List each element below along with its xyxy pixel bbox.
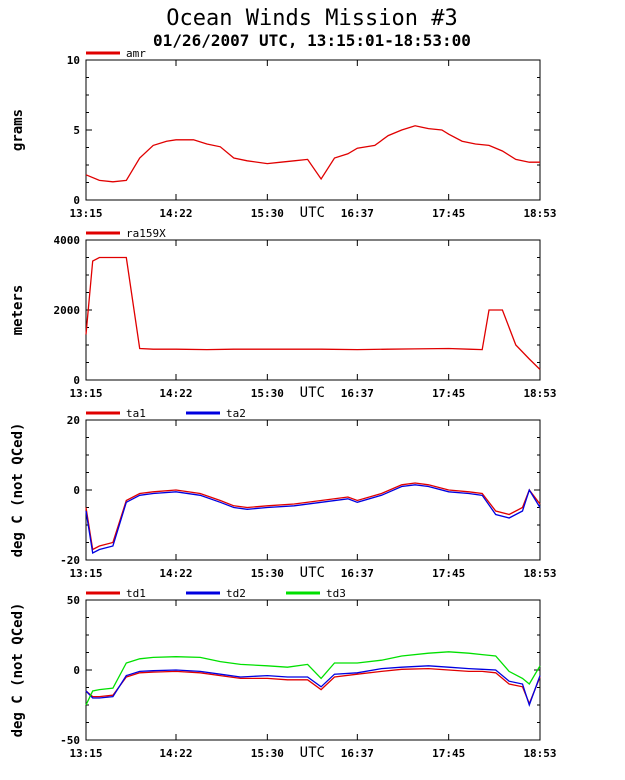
legend-label-td1: td1: [126, 587, 146, 600]
x-tick-label: 18:53: [523, 207, 556, 220]
x-tick-label: 16:37: [341, 567, 374, 580]
x-tick-label: 13:15: [69, 387, 102, 400]
y-tick-label: 4000: [54, 234, 81, 247]
plot-frame: [85, 59, 541, 201]
y-tick-label: 5: [73, 124, 80, 137]
x-tick-label: 15:30: [251, 207, 284, 220]
y-tick-label: 20: [67, 414, 80, 427]
x-axis-label: UTC: [300, 745, 325, 761]
legend-label-amr: amr: [126, 47, 146, 60]
plot-frame: [85, 419, 541, 561]
chart-title: Ocean Winds Mission #3: [166, 6, 457, 31]
y-tick-label: 2000: [54, 304, 81, 317]
y-axis-label: deg C (not QCed): [10, 423, 26, 558]
series-line-ta1: [85, 482, 541, 551]
y-tick-label: -50: [60, 734, 80, 747]
x-tick-label: 13:15: [69, 567, 102, 580]
series-line-ra159X: [85, 256, 541, 370]
series-line-amr: [85, 125, 540, 183]
x-tick-label: 13:15: [69, 747, 102, 760]
chart-panels: 0 5 10 13:15 14:22 15:30 16:37 17:45 18:53 UTC gra…: [10, 47, 557, 761]
chart-panel-3: -20 0 20 13:15 14:22 15:30 16:37 17:45 18:53 UTC d…: [10, 407, 557, 581]
chart-panel-1: 0 5 10 13:15 14:22 15:30 16:37 17:45 18:53 UTC gra…: [10, 47, 557, 221]
x-tick-label: 17:45: [432, 567, 465, 580]
series-line-ta2: [85, 484, 541, 554]
y-tick-label: 0: [73, 484, 80, 497]
x-tick-label: 14:22: [159, 207, 192, 220]
chart-panel-2: 0 2000 4000 13:15 14:22 15:30 16:37 17:45 18:53 U…: [10, 227, 557, 401]
x-tick-label: 16:37: [341, 387, 374, 400]
plot-frame: [85, 239, 541, 381]
x-axis-label: UTC: [300, 565, 325, 581]
chart-panel-4: -50 0 50 13:15 14:22 15:30 16:37 17:45 18:53 UTC d…: [10, 587, 557, 761]
x-tick-label: 17:45: [432, 387, 465, 400]
legend-label-ta2: ta2: [226, 407, 246, 420]
legend-label-ra159X: ra159X: [126, 227, 166, 240]
series-line-td3: [85, 651, 541, 706]
y-tick-label: 0: [73, 194, 80, 207]
chart-subtitle: 01/26/2007 UTC, 13:15:01-18:53:00: [153, 31, 471, 50]
x-tick-label: 18:53: [523, 567, 556, 580]
y-axis-label: meters: [10, 285, 26, 336]
x-tick-label: 18:53: [523, 387, 556, 400]
x-tick-label: 14:22: [159, 567, 192, 580]
x-tick-label: 14:22: [159, 747, 192, 760]
x-tick-label: 16:37: [341, 207, 374, 220]
y-tick-label: 50: [67, 594, 80, 607]
y-tick-label: 0: [73, 374, 80, 387]
x-tick-label: 13:15: [69, 207, 102, 220]
legend-label-td2: td2: [226, 587, 246, 600]
y-tick-label: -20: [60, 554, 80, 567]
x-tick-label: 14:22: [159, 387, 192, 400]
legend-label-td3: td3: [326, 587, 346, 600]
x-tick-label: 15:30: [251, 387, 284, 400]
x-tick-label: 15:30: [251, 567, 284, 580]
x-tick-label: 15:30: [251, 747, 284, 760]
x-tick-label: 16:37: [341, 747, 374, 760]
series-line-td2: [85, 665, 541, 707]
x-axis-label: UTC: [300, 205, 325, 221]
legend-label-ta1: ta1: [126, 407, 146, 420]
y-tick-label: 0: [73, 664, 80, 677]
x-tick-label: 17:45: [432, 747, 465, 760]
x-tick-label: 18:53: [523, 747, 556, 760]
x-axis-label: UTC: [300, 385, 325, 401]
y-axis-label: grams: [10, 109, 26, 151]
y-axis-label: deg C (not QCed): [10, 603, 26, 738]
x-tick-label: 17:45: [432, 207, 465, 220]
y-tick-label: 10: [67, 54, 80, 67]
series-line-td1: [85, 667, 541, 706]
